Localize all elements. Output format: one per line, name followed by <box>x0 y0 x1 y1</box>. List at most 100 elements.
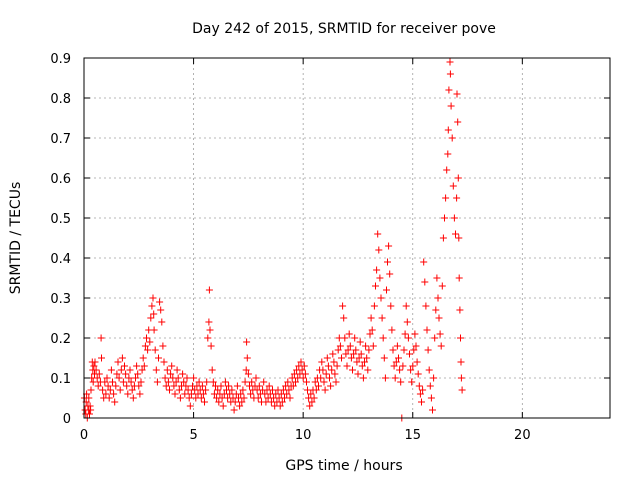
data-point <box>97 334 105 342</box>
data-point <box>179 370 187 378</box>
data-point <box>297 358 305 366</box>
data-point <box>298 366 306 374</box>
data-point <box>443 166 451 174</box>
data-point <box>447 102 455 110</box>
data-point <box>352 346 360 354</box>
data-point <box>392 358 400 366</box>
data-point <box>399 362 407 370</box>
data-point <box>92 366 100 374</box>
data-point <box>361 358 368 366</box>
data-point <box>331 370 339 378</box>
y-tick-label: 0.2 <box>50 332 71 347</box>
data-point <box>401 330 409 338</box>
data-point <box>237 390 245 398</box>
data-point <box>255 382 263 390</box>
data-point <box>98 354 105 362</box>
y-tick-label: 0.8 <box>50 92 71 107</box>
data-point <box>381 374 389 382</box>
data-point <box>426 382 434 390</box>
data-point <box>242 366 250 374</box>
data-point <box>416 390 424 398</box>
data-point <box>327 382 335 390</box>
data-point <box>450 214 458 222</box>
data-point <box>311 378 319 386</box>
data-point <box>389 346 397 354</box>
data-point <box>323 354 331 362</box>
data-point <box>283 390 291 398</box>
data-point <box>439 234 447 242</box>
data-point <box>338 354 345 362</box>
data-point <box>347 354 355 362</box>
data-point <box>147 314 155 322</box>
data-point <box>358 362 366 370</box>
data-point <box>233 382 241 390</box>
data-point <box>442 194 450 202</box>
data-point <box>168 362 176 370</box>
data-point <box>219 402 227 410</box>
grid <box>84 58 610 418</box>
data-point <box>349 366 356 374</box>
data-point <box>102 390 110 398</box>
y-tick-label: 0.3 <box>50 292 71 307</box>
data-point <box>163 366 171 374</box>
data-point <box>317 374 325 382</box>
data-point <box>457 374 465 382</box>
chart-title: Day 242 of 2015, SRMTID for receiver pov… <box>192 21 496 37</box>
data-point <box>254 394 262 402</box>
data-point <box>205 318 213 326</box>
data-point <box>322 370 330 378</box>
data-point <box>124 390 132 398</box>
data-point <box>446 58 454 66</box>
data-point <box>161 374 169 382</box>
data-point <box>160 358 168 366</box>
data-point <box>372 282 379 290</box>
data-point <box>457 358 465 366</box>
y-tick-label: 0.5 <box>50 212 71 227</box>
data-point <box>285 386 293 394</box>
data-point <box>374 230 382 238</box>
data-point <box>353 358 361 366</box>
data-point <box>284 378 292 386</box>
data-point <box>276 402 284 410</box>
data-point <box>204 334 212 342</box>
data-point <box>153 378 161 386</box>
data-point <box>448 134 456 142</box>
data-point <box>320 378 328 386</box>
data-point <box>140 362 148 370</box>
data-point <box>333 362 341 370</box>
data-point <box>205 286 213 294</box>
data-point <box>139 354 147 362</box>
data-point <box>329 350 337 358</box>
data-point <box>106 386 114 394</box>
data-point <box>122 370 130 378</box>
data-point <box>118 354 126 362</box>
data-point <box>201 398 208 406</box>
data-point <box>318 358 326 366</box>
data-point <box>93 374 101 382</box>
data-point <box>454 174 462 182</box>
data-point <box>111 398 119 406</box>
data-point <box>138 366 146 374</box>
data-point <box>207 342 215 350</box>
data-point <box>132 374 139 382</box>
data-point <box>404 334 412 342</box>
data-point <box>230 406 238 414</box>
data-point <box>129 394 137 402</box>
data-point <box>388 326 396 334</box>
y-tick-label: 0.9 <box>50 52 71 67</box>
data-point <box>385 242 393 250</box>
data-point <box>292 378 299 386</box>
data-point <box>91 358 99 366</box>
data-point <box>199 390 207 398</box>
data-point <box>226 390 234 398</box>
data-point <box>446 70 454 78</box>
data-point <box>121 362 128 370</box>
data-point <box>400 346 408 354</box>
data-point <box>150 310 158 318</box>
data-point <box>299 374 307 382</box>
data-point <box>89 378 97 386</box>
data-point <box>445 86 453 94</box>
data-point <box>336 342 344 350</box>
data-point <box>170 382 178 390</box>
data-point <box>413 358 421 366</box>
